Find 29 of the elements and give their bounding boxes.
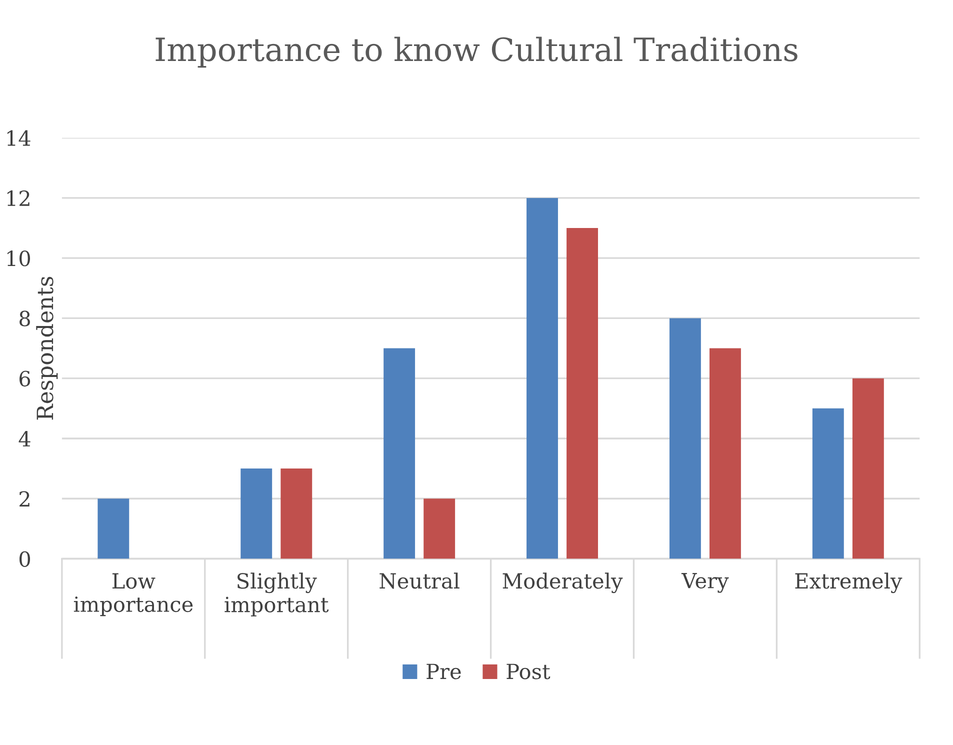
y-tick-label: 6 <box>20 370 30 387</box>
bar <box>669 318 701 559</box>
x-tick-label: Neutral <box>380 572 460 589</box>
y-axis-title: Respondents <box>36 276 58 420</box>
x-tick-label: Extremely <box>795 572 902 594</box>
bar <box>280 468 312 559</box>
bar <box>384 348 416 559</box>
y-tick-label: 12 <box>7 190 30 206</box>
y-tick-label: 14 <box>7 130 30 146</box>
y-tick-label: 2 <box>20 491 30 507</box>
chart-title: Importance to know Cultural Traditions <box>156 36 798 68</box>
x-tick-label: Low importance <box>74 573 193 616</box>
bar <box>240 468 272 559</box>
bar <box>852 378 884 559</box>
bar <box>710 348 741 559</box>
legend-label: Post <box>506 664 550 680</box>
x-tick-label: Very <box>681 572 729 593</box>
bar <box>526 198 558 559</box>
bar <box>424 498 456 559</box>
bar <box>812 408 844 559</box>
y-tick-label: 10 <box>7 250 30 266</box>
legend-label: Pre <box>426 664 461 680</box>
y-tick-label: 8 <box>20 310 30 326</box>
y-tick-label: 0 <box>20 551 30 567</box>
x-tick-label: Slightly important <box>224 572 329 616</box>
x-tick-label: Moderately <box>502 572 623 594</box>
bar <box>98 498 130 559</box>
bar <box>566 228 598 559</box>
y-tick-label: 4 <box>18 430 30 446</box>
